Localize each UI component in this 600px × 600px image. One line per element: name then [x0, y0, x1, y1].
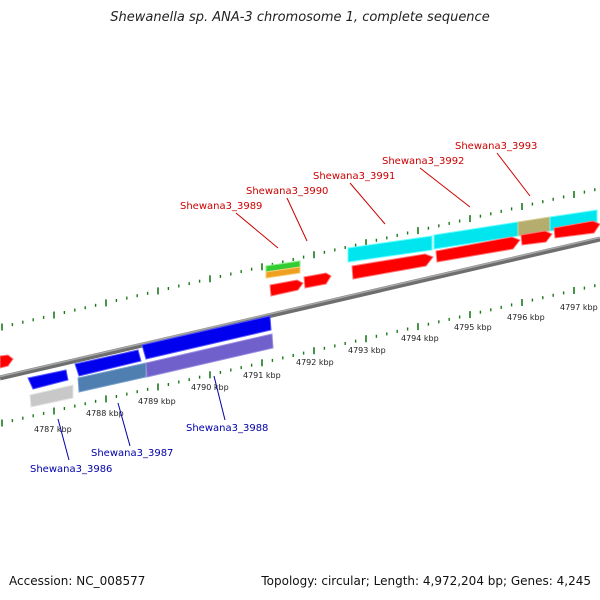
gene-red-3990[interactable]	[303, 272, 332, 289]
gene-red-3993b[interactable]	[553, 220, 600, 239]
map-title: Shewanella sp. ANA-3 chromosome 1, compl…	[110, 10, 490, 25]
leader-line	[349, 182, 386, 225]
kbp-label: 4793 kbp	[348, 346, 386, 355]
leader-line	[496, 152, 531, 197]
leader-line	[213, 375, 226, 421]
leader-line	[286, 197, 308, 242]
gene-red-left[interactable]	[0, 354, 14, 369]
gene-label-3991[interactable]: Shewana3_3991	[313, 171, 395, 182]
gene-blue-3988[interactable]	[141, 315, 272, 360]
kbp-label: 4790 kbp	[191, 383, 229, 392]
gene-label-3988[interactable]: Shewana3_3988	[186, 423, 268, 434]
gene-label-3993[interactable]: Shewana3_3993	[455, 141, 537, 152]
kbp-label: 4794 kbp	[401, 334, 439, 343]
leader-line	[117, 402, 131, 447]
forward-label-text: Shewana3_3989 Shewana3_3990 Shewana3_399…	[180, 141, 537, 212]
gene-orange-small[interactable]	[265, 266, 301, 279]
leader-line	[57, 418, 70, 461]
gene-label-3986[interactable]: Shewana3_3986	[30, 464, 112, 475]
topology-text: Topology: circular; Length: 4,972,204 bp…	[261, 574, 591, 588]
kbp-label: 4797 kbp	[560, 303, 598, 312]
gene-red-3992[interactable]	[435, 236, 521, 263]
tick-row-reverse	[1, 284, 596, 427]
gene-label-3987[interactable]: Shewana3_3987	[91, 448, 173, 459]
forward-genes	[0, 209, 600, 369]
reverse-label-text: Shewana3_3986 Shewana3_3987 Shewana3_398…	[30, 423, 268, 475]
gene-blue-3986[interactable]	[27, 369, 69, 390]
kbp-label: 4788 kbp	[86, 409, 124, 418]
gene-red-3993a[interactable]	[520, 230, 553, 246]
kbp-label: 4795 kbp	[454, 323, 492, 332]
accession-text: Accession: NC_008577	[9, 574, 146, 588]
reverse-genes	[27, 315, 274, 408]
kbp-ruler-labels: 4787 kbp 4788 kbp 4789 kbp 4790 kbp 4791…	[34, 303, 598, 434]
forward-gene-labels	[235, 152, 531, 249]
kbp-label: 4796 kbp	[507, 313, 545, 322]
kbp-label: 4791 kbp	[243, 371, 281, 380]
gene-label-3989[interactable]: Shewana3_3989	[180, 201, 262, 212]
kbp-label: 4792 kbp	[296, 358, 334, 367]
kbp-label: 4787 kbp	[34, 425, 72, 434]
gene-purple[interactable]	[145, 333, 274, 378]
gene-blue-3987[interactable]	[74, 349, 142, 377]
gene-red-3991[interactable]	[351, 253, 434, 280]
tick-row-forward	[1, 188, 596, 331]
reverse-gene-labels	[57, 375, 226, 461]
kbp-label: 4789 kbp	[138, 397, 176, 406]
gene-cyan-1[interactable]	[347, 235, 433, 263]
gene-red-3989[interactable]	[269, 279, 304, 297]
gene-label-3992[interactable]: Shewana3_3992	[382, 156, 464, 167]
chromosome-backbone	[0, 236, 600, 381]
leader-line	[419, 167, 471, 208]
gene-grey[interactable]	[29, 384, 74, 408]
leader-line	[235, 212, 279, 249]
gene-label-3990[interactable]: Shewana3_3990	[246, 186, 328, 197]
gene-steelblue[interactable]	[77, 362, 147, 393]
